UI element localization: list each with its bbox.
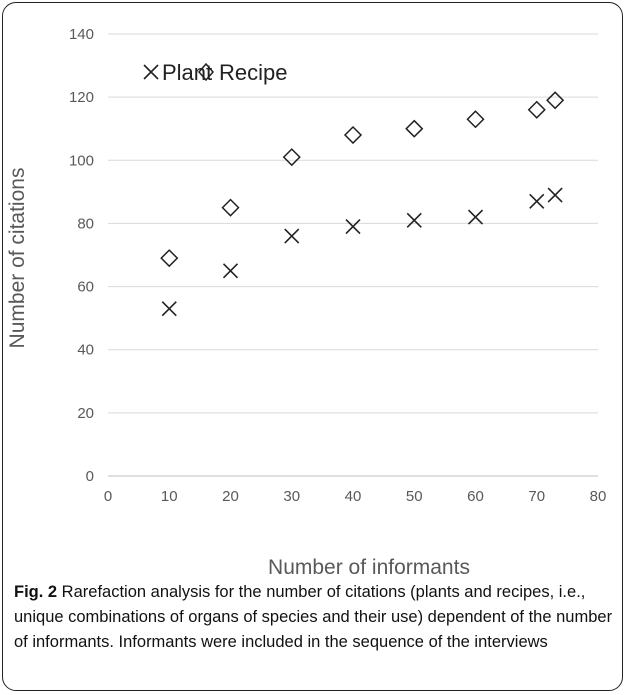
x-tick-label: 80 — [590, 488, 607, 505]
x-axis-title: Number of informants — [268, 556, 470, 579]
point-plant — [284, 228, 300, 244]
point-recipe — [527, 100, 546, 119]
point-recipe — [546, 91, 565, 110]
point-recipe — [405, 119, 424, 138]
legend-marker-plant — [143, 64, 159, 80]
point-plant — [161, 301, 177, 317]
point-plant — [345, 219, 361, 235]
legend-label-recipe: Recipe — [219, 60, 287, 85]
y-tick-labels: 0 20 40 60 80 100 120 140 — [69, 26, 94, 485]
figure-caption: Fig. 2 Rarefaction analysis for the numb… — [14, 580, 614, 655]
y-axis-title: Number of citations — [6, 168, 29, 349]
scatter-chart: 0 20 40 60 80 100 120 140 0 10 20 30 40 50 60 70 80 Num… — [6, 26, 607, 579]
y-tick-label: 100 — [69, 152, 94, 169]
x-tick-label: 0 — [104, 488, 112, 505]
y-tick-label: 80 — [77, 215, 94, 232]
x-tick-label: 20 — [222, 488, 239, 505]
point-plant — [222, 263, 239, 279]
point-plant — [529, 193, 545, 209]
point-recipe — [282, 148, 301, 167]
x-tick-label: 10 — [161, 488, 178, 505]
data-points — [160, 91, 565, 317]
caption-label: Fig. 2 — [14, 583, 58, 601]
y-tick-label: 120 — [69, 89, 94, 106]
point-plant — [467, 209, 484, 225]
point-plant — [406, 212, 422, 228]
point-plant — [547, 187, 563, 203]
point-recipe — [343, 125, 363, 145]
legend: Plant Recipe — [143, 60, 287, 85]
y-tick-label: 20 — [77, 405, 94, 422]
y-tick-label: 60 — [77, 279, 94, 296]
x-tick-label: 50 — [406, 488, 423, 505]
point-recipe — [160, 249, 179, 268]
x-tick-label: 70 — [528, 488, 545, 505]
point-recipe — [466, 110, 485, 129]
y-tick-label: 140 — [69, 26, 94, 43]
x-tick-label: 30 — [283, 488, 300, 505]
legend-label-plant: Plant — [162, 60, 212, 85]
x-tick-labels: 0 10 20 30 40 50 60 70 80 — [104, 488, 607, 505]
x-tick-label: 40 — [345, 488, 362, 505]
y-tick-label: 0 — [86, 468, 94, 485]
caption-text: Rarefaction analysis for the number of c… — [14, 583, 613, 651]
legend-marker-recipe — [198, 62, 214, 82]
x-tick-label: 60 — [467, 488, 484, 505]
point-recipe — [221, 198, 240, 217]
gridlines — [108, 33, 598, 414]
y-tick-label: 40 — [77, 342, 94, 359]
